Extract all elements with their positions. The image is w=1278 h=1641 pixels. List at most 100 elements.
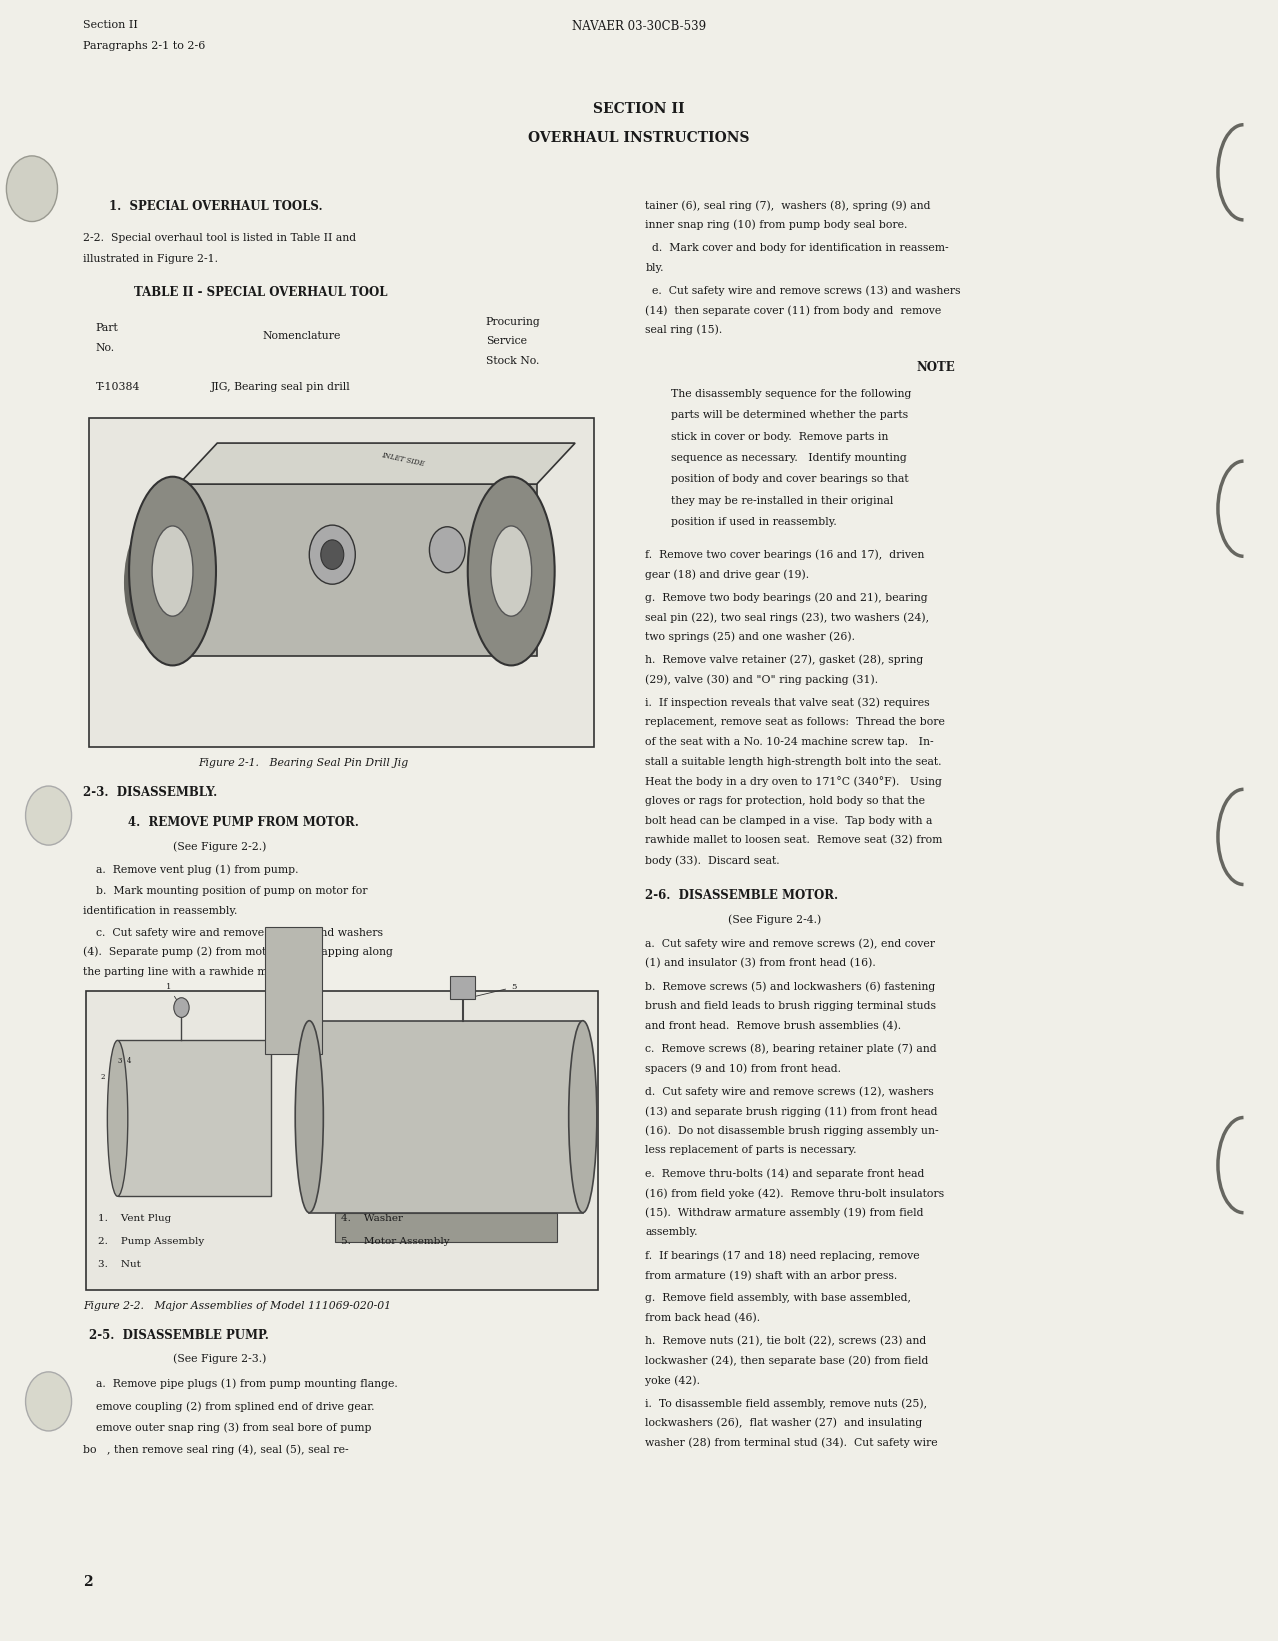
Circle shape <box>26 786 72 845</box>
Text: (15).  Withdraw armature assembly (19) from field: (15). Withdraw armature assembly (19) fr… <box>645 1208 924 1218</box>
Text: g.  Remove field assembly, with base assembled,: g. Remove field assembly, with base asse… <box>645 1293 911 1303</box>
Text: f.  Remove two cover bearings (16 and 17),  driven: f. Remove two cover bearings (16 and 17)… <box>645 550 925 560</box>
Ellipse shape <box>129 476 216 666</box>
Text: gear (18) and drive gear (19).: gear (18) and drive gear (19). <box>645 569 809 579</box>
Text: two springs (25) and one washer (26).: two springs (25) and one washer (26). <box>645 632 855 642</box>
Text: Part: Part <box>96 323 119 333</box>
Text: a.  Cut safety wire and remove screws (2), end cover: a. Cut safety wire and remove screws (2)… <box>645 939 935 948</box>
Text: 5.    Motor Assembly: 5. Motor Assembly <box>341 1237 450 1246</box>
Text: e.  Cut safety wire and remove screws (13) and washers: e. Cut safety wire and remove screws (13… <box>645 286 961 295</box>
Text: h.  Remove valve retainer (27), gasket (28), spring: h. Remove valve retainer (27), gasket (2… <box>645 655 924 665</box>
Text: INLET SIDE: INLET SIDE <box>381 451 424 468</box>
Text: (1) and insulator (3) from front head (16).: (1) and insulator (3) from front head (1… <box>645 958 877 968</box>
Text: T-10384: T-10384 <box>96 382 141 392</box>
Text: illustrated in Figure 2-1.: illustrated in Figure 2-1. <box>83 254 219 264</box>
Text: bly.: bly. <box>645 263 663 272</box>
Text: a.  Remove pipe plugs (1) from pump mounting flange.: a. Remove pipe plugs (1) from pump mount… <box>96 1378 397 1388</box>
Text: inner snap ring (10) from pump body seal bore.: inner snap ring (10) from pump body seal… <box>645 220 907 230</box>
Text: (29), valve (30) and "O" ring packing (31).: (29), valve (30) and "O" ring packing (3… <box>645 674 878 684</box>
Circle shape <box>6 156 58 222</box>
Text: bolt head can be clamped in a vise.  Tap body with a: bolt head can be clamped in a vise. Tap … <box>645 816 933 825</box>
Bar <box>118 1040 271 1196</box>
Text: (See Figure 2-4.): (See Figure 2-4.) <box>728 914 822 924</box>
Text: yoke (42).: yoke (42). <box>645 1375 700 1385</box>
Ellipse shape <box>491 525 532 615</box>
Text: they may be re-installed in their original: they may be re-installed in their origin… <box>671 496 893 505</box>
Text: identification in reassembly.: identification in reassembly. <box>83 906 238 916</box>
Text: Paragraphs 2-1 to 2-6: Paragraphs 2-1 to 2-6 <box>83 41 206 51</box>
Text: SECTION II: SECTION II <box>593 102 685 117</box>
Text: g.  Remove two body bearings (20 and 21), bearing: g. Remove two body bearings (20 and 21),… <box>645 592 928 602</box>
Text: d.  Cut safety wire and remove screws (12), washers: d. Cut safety wire and remove screws (12… <box>645 1086 934 1096</box>
Text: of the seat with a No. 10-24 machine screw tap.   In-: of the seat with a No. 10-24 machine scr… <box>645 737 934 747</box>
Circle shape <box>309 525 355 584</box>
Text: assembly.: assembly. <box>645 1227 698 1237</box>
Text: NOTE: NOTE <box>916 361 956 374</box>
Text: (16) from field yoke (42).  Remove thru-bolt insulators: (16) from field yoke (42). Remove thru-b… <box>645 1188 944 1198</box>
Text: from back head (46).: from back head (46). <box>645 1313 760 1323</box>
Bar <box>335 1213 557 1242</box>
Text: 2-3.  DISASSEMBLY.: 2-3. DISASSEMBLY. <box>83 786 217 799</box>
Polygon shape <box>179 484 537 656</box>
Polygon shape <box>179 443 575 484</box>
Text: position if used in reassembly.: position if used in reassembly. <box>671 517 837 527</box>
Text: (16).  Do not disassemble brush rigging assembly un-: (16). Do not disassemble brush rigging a… <box>645 1126 939 1136</box>
Text: 3.    Nut: 3. Nut <box>98 1260 142 1268</box>
Text: f.  If bearings (17 and 18) need replacing, remove: f. If bearings (17 and 18) need replacin… <box>645 1250 920 1260</box>
Text: 2: 2 <box>101 1073 106 1081</box>
Text: seal ring (15).: seal ring (15). <box>645 325 722 335</box>
Bar <box>309 1021 583 1213</box>
Bar <box>450 976 475 999</box>
Text: from armature (19) shaft with an arbor press.: from armature (19) shaft with an arbor p… <box>645 1270 897 1280</box>
Text: sequence as necessary.   Identify mounting: sequence as necessary. Identify mounting <box>671 453 906 463</box>
Circle shape <box>429 527 465 573</box>
Text: body (33).  Discard seat.: body (33). Discard seat. <box>645 855 780 865</box>
Ellipse shape <box>569 1021 597 1213</box>
Text: NAVAER 03-30CB-539: NAVAER 03-30CB-539 <box>573 20 705 33</box>
Text: Procuring: Procuring <box>486 317 541 327</box>
Text: 1.    Vent Plug: 1. Vent Plug <box>98 1214 171 1223</box>
Text: Stock No.: Stock No. <box>486 356 539 366</box>
Text: 3  4: 3 4 <box>118 1057 130 1065</box>
Text: b.  Mark mounting position of pump on motor for: b. Mark mounting position of pump on mot… <box>96 886 367 896</box>
Text: emove outer snap ring (3) from seal bore of pump: emove outer snap ring (3) from seal bore… <box>96 1423 372 1433</box>
Text: replacement, remove seat as follows:  Thread the bore: replacement, remove seat as follows: Thr… <box>645 717 946 727</box>
Text: position of body and cover bearings so that: position of body and cover bearings so t… <box>671 474 909 484</box>
Text: 4.  REMOVE PUMP FROM MOTOR.: 4. REMOVE PUMP FROM MOTOR. <box>128 816 359 829</box>
Bar <box>89 418 594 747</box>
Text: stick in cover or body.  Remove parts in: stick in cover or body. Remove parts in <box>671 432 888 441</box>
Ellipse shape <box>295 1021 323 1213</box>
Text: TABLE II - SPECIAL OVERHAUL TOOL: TABLE II - SPECIAL OVERHAUL TOOL <box>134 286 387 299</box>
Text: 2-6.  DISASSEMBLE MOTOR.: 2-6. DISASSEMBLE MOTOR. <box>645 889 838 903</box>
Text: bo   , then remove seal ring (4), seal (5), seal re-: bo , then remove seal ring (4), seal (5)… <box>83 1444 349 1454</box>
Bar <box>265 927 322 1054</box>
Text: stall a suitable length high-strength bolt into the seat.: stall a suitable length high-strength bo… <box>645 757 942 766</box>
Text: 2-5.  DISASSEMBLE PUMP.: 2-5. DISASSEMBLE PUMP. <box>89 1329 270 1342</box>
Text: (13) and separate brush rigging (11) from front head: (13) and separate brush rigging (11) fro… <box>645 1106 938 1116</box>
Text: (See Figure 2-3.): (See Figure 2-3.) <box>173 1354 266 1364</box>
Text: Heat the body in a dry oven to 171°C (340°F).   Using: Heat the body in a dry oven to 171°C (34… <box>645 776 942 788</box>
Text: 4.    Washer: 4. Washer <box>341 1214 404 1223</box>
Circle shape <box>26 1372 72 1431</box>
Text: (14)  then separate cover (11) from body and  remove: (14) then separate cover (11) from body … <box>645 305 942 315</box>
Text: seal pin (22), two seal rings (23), two washers (24),: seal pin (22), two seal rings (23), two … <box>645 612 929 622</box>
Text: lockwashers (26),  flat washer (27)  and insulating: lockwashers (26), flat washer (27) and i… <box>645 1418 923 1428</box>
Text: emove coupling (2) from splined end of drive gear.: emove coupling (2) from splined end of d… <box>96 1401 374 1411</box>
Text: the parting line with a rawhide mallet.: the parting line with a rawhide mallet. <box>83 967 295 976</box>
Text: i.  If inspection reveals that valve seat (32) requires: i. If inspection reveals that valve seat… <box>645 697 930 707</box>
Ellipse shape <box>124 517 188 648</box>
Text: Nomenclature: Nomenclature <box>262 331 340 341</box>
Text: a.  Remove vent plug (1) from pump.: a. Remove vent plug (1) from pump. <box>96 865 298 875</box>
Text: Section II: Section II <box>83 20 138 30</box>
Text: and front head.  Remove brush assemblies (4).: and front head. Remove brush assemblies … <box>645 1021 901 1031</box>
Ellipse shape <box>468 476 555 666</box>
Text: 5: 5 <box>465 983 516 999</box>
Text: rawhide mallet to loosen seat.  Remove seat (32) from: rawhide mallet to loosen seat. Remove se… <box>645 835 943 845</box>
Ellipse shape <box>107 1040 128 1196</box>
Text: Service: Service <box>486 336 527 346</box>
Text: c.  Cut safety wire and remove nuts (3) and washers: c. Cut safety wire and remove nuts (3) a… <box>96 927 383 937</box>
Text: e.  Remove thru-bolts (14) and separate front head: e. Remove thru-bolts (14) and separate f… <box>645 1168 925 1178</box>
Ellipse shape <box>152 525 193 615</box>
Text: b.  Remove screws (5) and lockwashers (6) fastening: b. Remove screws (5) and lockwashers (6)… <box>645 981 935 991</box>
Text: (See Figure 2-2.): (See Figure 2-2.) <box>173 842 266 852</box>
